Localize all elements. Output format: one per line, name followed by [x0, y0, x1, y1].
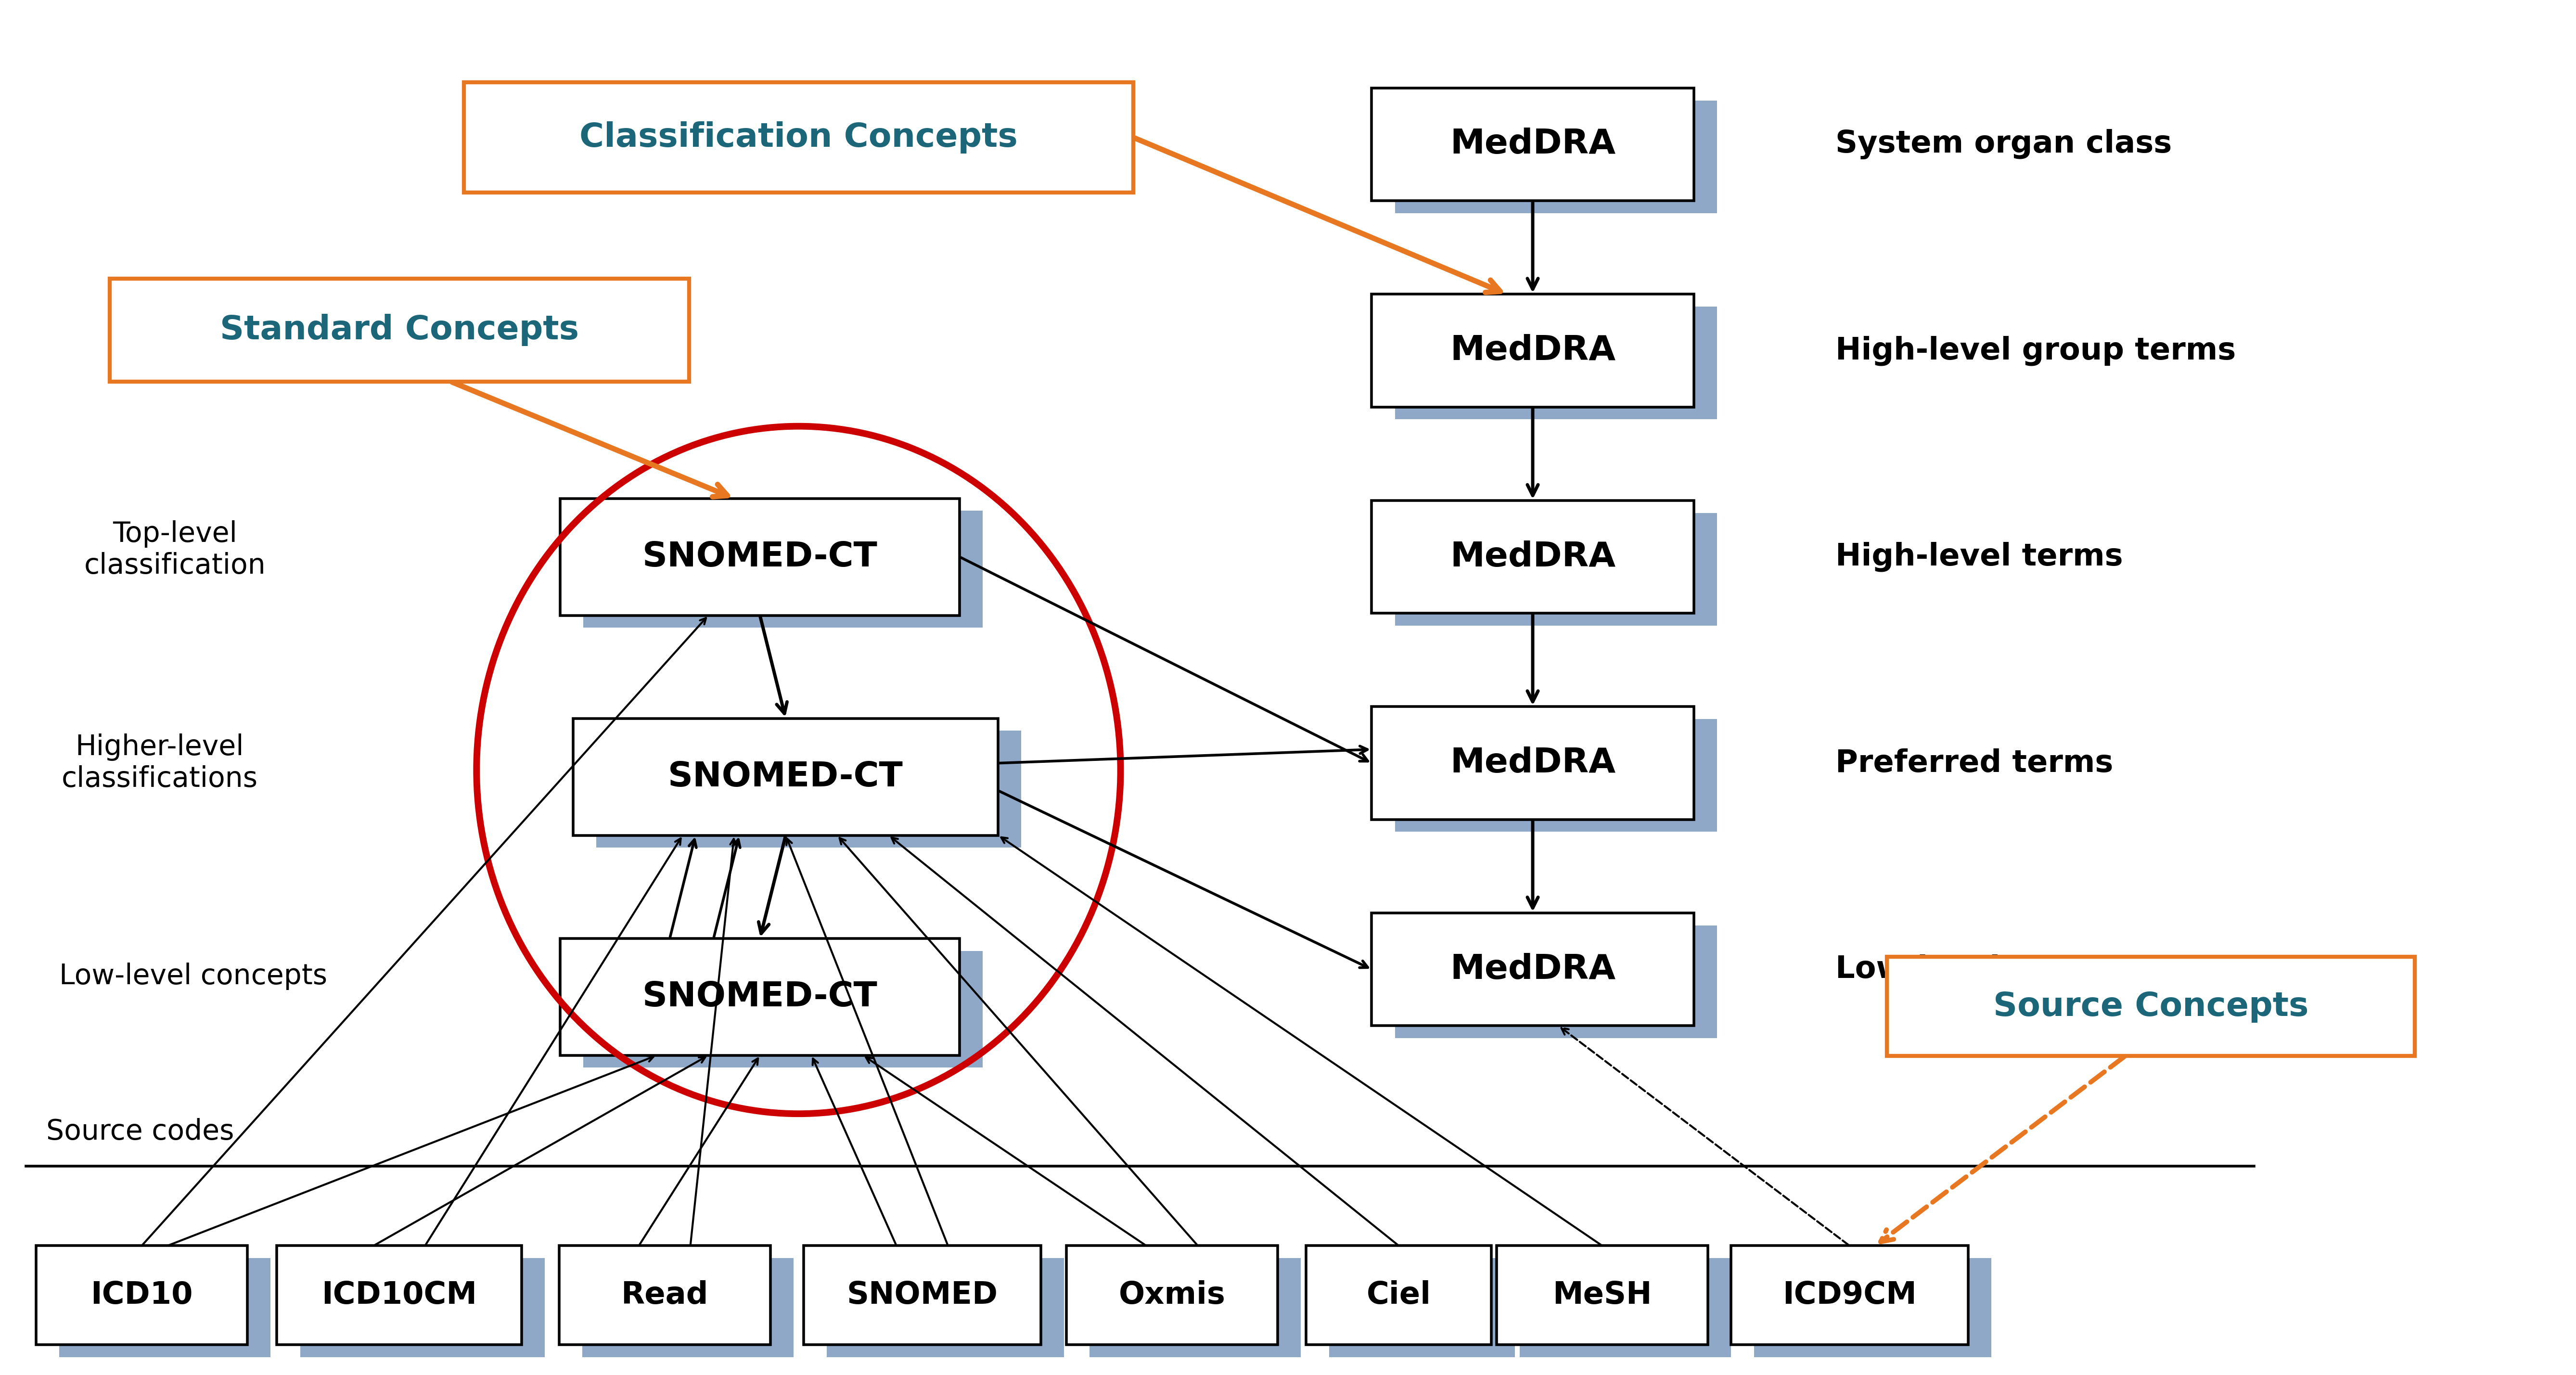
FancyBboxPatch shape [582, 951, 981, 1067]
FancyBboxPatch shape [1886, 957, 2414, 1056]
Text: Low-level terms: Low-level terms [1834, 954, 2112, 984]
Text: SNOMED-CT: SNOMED-CT [667, 760, 904, 793]
FancyBboxPatch shape [1396, 925, 1716, 1038]
Text: High-level terms: High-level terms [1834, 542, 2123, 572]
FancyBboxPatch shape [827, 1258, 1064, 1357]
Text: High-level group terms: High-level group terms [1834, 335, 2236, 366]
Text: MedDRA: MedDRA [1450, 128, 1615, 161]
FancyBboxPatch shape [1497, 1246, 1708, 1345]
Text: Oxmis: Oxmis [1118, 1280, 1226, 1310]
Text: Low-level concepts: Low-level concepts [59, 962, 327, 990]
FancyBboxPatch shape [1396, 719, 1716, 832]
Text: Higher-level
classifications: Higher-level classifications [62, 733, 258, 793]
FancyBboxPatch shape [1520, 1258, 1731, 1357]
FancyBboxPatch shape [36, 1246, 247, 1345]
FancyBboxPatch shape [1731, 1246, 1968, 1345]
FancyBboxPatch shape [1066, 1246, 1278, 1345]
Text: Source Concepts: Source Concepts [1994, 990, 2308, 1023]
Text: SNOMED-CT: SNOMED-CT [641, 980, 878, 1013]
FancyBboxPatch shape [278, 1246, 520, 1345]
FancyBboxPatch shape [1370, 88, 1695, 201]
FancyBboxPatch shape [59, 1258, 270, 1357]
FancyBboxPatch shape [1396, 100, 1716, 213]
Text: MedDRA: MedDRA [1450, 953, 1615, 986]
FancyBboxPatch shape [1396, 307, 1716, 419]
FancyBboxPatch shape [595, 732, 1020, 847]
Text: SNOMED: SNOMED [848, 1280, 997, 1310]
Text: ICD10: ICD10 [90, 1280, 193, 1310]
Text: MeSH: MeSH [1553, 1280, 1651, 1310]
FancyBboxPatch shape [582, 512, 981, 627]
FancyBboxPatch shape [1370, 707, 1695, 820]
FancyBboxPatch shape [464, 82, 1133, 192]
FancyBboxPatch shape [299, 1258, 546, 1357]
Text: Top-level
classification: Top-level classification [85, 520, 265, 580]
Text: Ciel: Ciel [1365, 1280, 1432, 1310]
Text: ICD9CM: ICD9CM [1783, 1280, 1917, 1310]
FancyBboxPatch shape [108, 278, 690, 382]
Text: Read: Read [621, 1280, 708, 1310]
Text: Source codes: Source codes [46, 1118, 234, 1145]
Text: Standard Concepts: Standard Concepts [219, 314, 580, 346]
FancyBboxPatch shape [1370, 294, 1695, 407]
FancyBboxPatch shape [572, 718, 997, 836]
FancyBboxPatch shape [1370, 913, 1695, 1026]
Text: MedDRA: MedDRA [1450, 540, 1615, 573]
Text: Classification Concepts: Classification Concepts [580, 121, 1018, 154]
FancyBboxPatch shape [1329, 1258, 1515, 1357]
Text: SNOMED-CT: SNOMED-CT [641, 540, 878, 573]
Text: MedDRA: MedDRA [1450, 747, 1615, 780]
FancyBboxPatch shape [1396, 513, 1716, 626]
FancyBboxPatch shape [1306, 1246, 1492, 1345]
FancyBboxPatch shape [804, 1246, 1041, 1345]
Text: Preferred terms: Preferred terms [1834, 748, 2112, 778]
Text: System organ class: System organ class [1834, 129, 2172, 160]
FancyBboxPatch shape [1090, 1258, 1301, 1357]
Text: ICD10CM: ICD10CM [322, 1280, 477, 1310]
FancyBboxPatch shape [559, 938, 958, 1056]
FancyBboxPatch shape [1370, 500, 1695, 613]
FancyBboxPatch shape [1754, 1258, 1991, 1357]
FancyBboxPatch shape [559, 1246, 770, 1345]
FancyBboxPatch shape [559, 499, 958, 616]
Text: MedDRA: MedDRA [1450, 334, 1615, 367]
FancyBboxPatch shape [582, 1258, 793, 1357]
